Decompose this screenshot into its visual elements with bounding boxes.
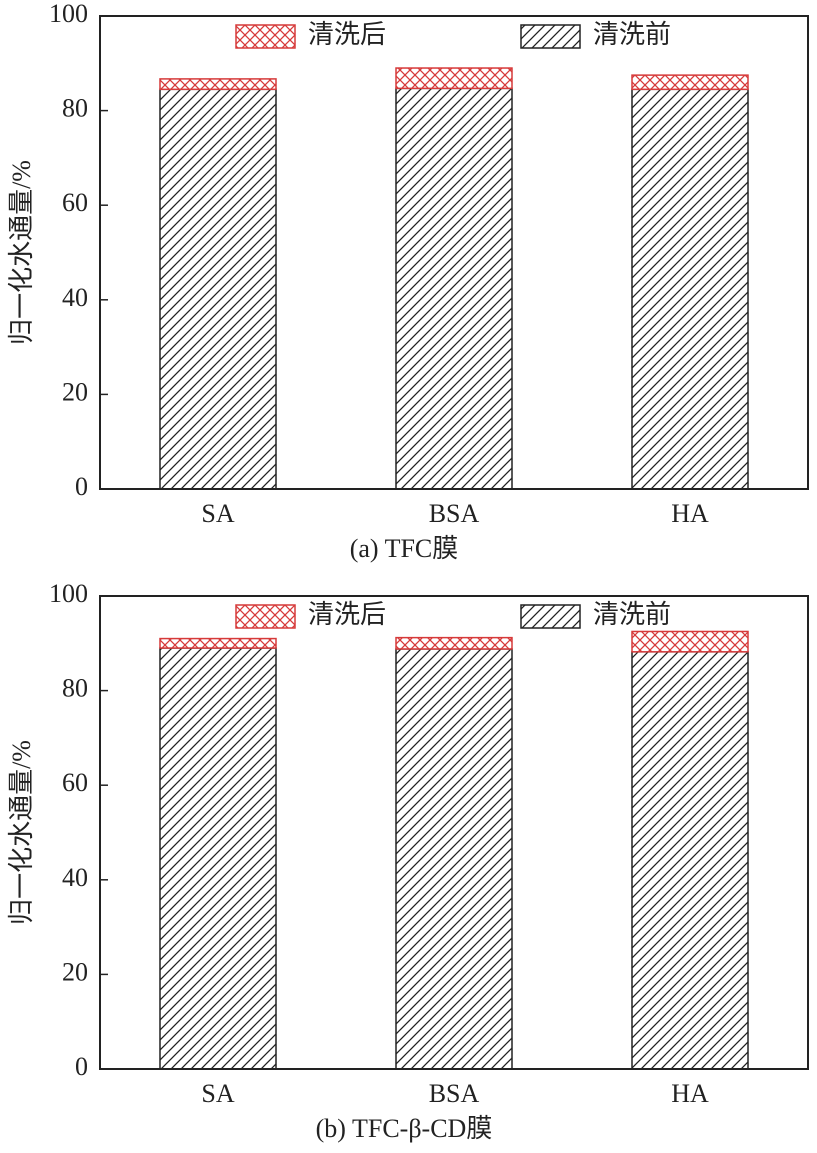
x-tick-label: BSA bbox=[429, 499, 480, 528]
x-tick-label: SA bbox=[201, 1079, 234, 1108]
y-tick-label: 80 bbox=[62, 94, 88, 123]
y-axis-label: 归一化水通量/% bbox=[7, 740, 36, 925]
bar-segment bbox=[159, 647, 277, 1070]
y-tick-label: 100 bbox=[49, 579, 88, 608]
chart-caption: (b) TFC-β-CD膜 bbox=[316, 1114, 493, 1143]
x-tick-label: HA bbox=[671, 499, 709, 528]
y-tick-label: 60 bbox=[62, 188, 88, 217]
y-tick-label: 80 bbox=[62, 674, 88, 703]
bar-segment bbox=[631, 88, 749, 490]
y-tick-label: 60 bbox=[62, 768, 88, 797]
legend-label: 清洗前 bbox=[593, 20, 671, 49]
x-tick-label: HA bbox=[671, 1079, 709, 1108]
legend-swatch bbox=[235, 604, 296, 629]
x-tick-label: SA bbox=[201, 499, 234, 528]
bar-segment bbox=[159, 637, 277, 649]
y-tick-label: 20 bbox=[62, 957, 88, 986]
legend-label: 清洗后 bbox=[308, 20, 386, 49]
legend-label: 清洗前 bbox=[593, 600, 671, 629]
y-axis-label: 归一化水通量/% bbox=[7, 160, 36, 345]
bar-segment bbox=[631, 651, 749, 1070]
bar-segment bbox=[395, 67, 513, 90]
legend-swatch bbox=[235, 24, 296, 49]
x-tick-label: BSA bbox=[429, 1079, 480, 1108]
y-tick-label: 0 bbox=[75, 472, 88, 501]
y-tick-label: 100 bbox=[49, 0, 88, 28]
y-tick-label: 40 bbox=[62, 283, 88, 312]
y-tick-label: 0 bbox=[75, 1052, 88, 1081]
legend-label: 清洗后 bbox=[308, 600, 386, 629]
bar-segment bbox=[395, 648, 513, 1070]
plot-frame bbox=[99, 595, 809, 1070]
chart-caption: (a) TFC膜 bbox=[350, 534, 459, 563]
plot-frame bbox=[99, 15, 809, 490]
y-tick-label: 20 bbox=[62, 377, 88, 406]
bar-segment bbox=[631, 630, 749, 653]
bar-segment bbox=[395, 87, 513, 490]
legend-swatch bbox=[520, 604, 581, 629]
bar-segment bbox=[631, 74, 749, 91]
bar-segment bbox=[159, 88, 277, 490]
bar-segment bbox=[159, 78, 277, 91]
y-tick-label: 40 bbox=[62, 863, 88, 892]
legend-swatch bbox=[520, 24, 581, 49]
bar-segment bbox=[395, 636, 513, 650]
